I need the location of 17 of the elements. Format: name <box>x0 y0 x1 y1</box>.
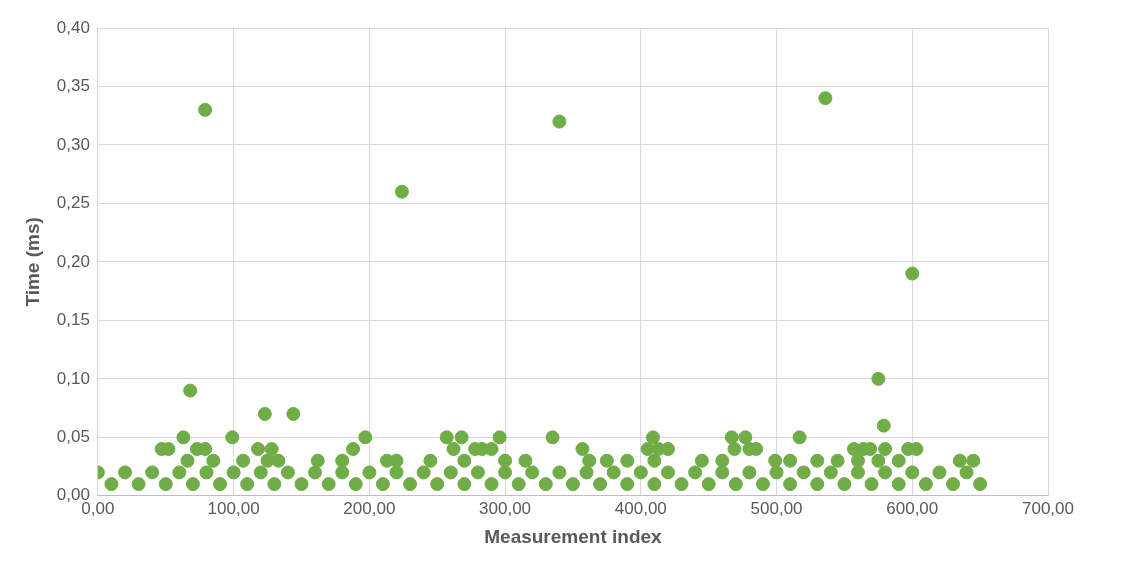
y-tick-label: 0,30 <box>56 134 90 154</box>
x-tick-label: 200,00 <box>343 498 396 518</box>
y-axis-title: Time (ms) <box>21 217 43 307</box>
x-tick-label: 300,00 <box>479 498 532 518</box>
y-tick-label: 0,40 <box>56 17 90 37</box>
y-tick-label: 0,35 <box>56 76 90 96</box>
x-tick-label: 500,00 <box>750 498 803 518</box>
y-tick-label: 0,05 <box>56 427 90 447</box>
x-tick-label: 700,00 <box>1022 498 1074 518</box>
y-tick-label: 0,20 <box>56 251 90 271</box>
y-tick-label: 0,10 <box>56 368 90 388</box>
y-tick-label: 0,25 <box>56 193 90 213</box>
x-tick-label: 600,00 <box>886 498 939 518</box>
x-axis-title: Measurement index <box>484 525 663 547</box>
x-tick-label: 100,00 <box>207 498 260 518</box>
y-tick-label: 0,15 <box>56 310 90 330</box>
x-tick-label: 400,00 <box>614 498 667 518</box>
